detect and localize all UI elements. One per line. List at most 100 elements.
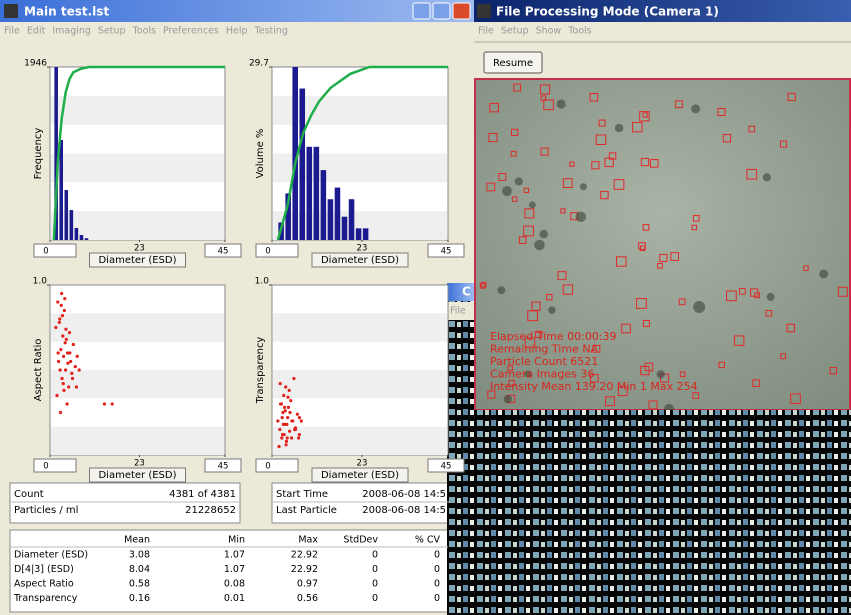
- y-axis-label: Aspect Ratio: [33, 339, 44, 402]
- cell: 0: [372, 579, 378, 590]
- point: [60, 377, 63, 380]
- particle: [693, 301, 705, 313]
- menu-item[interactable]: File: [478, 26, 494, 37]
- menu-item[interactable]: Imaging: [52, 26, 91, 37]
- point: [280, 402, 283, 405]
- point: [59, 348, 62, 351]
- point: [297, 436, 300, 439]
- menu-item[interactable]: Help: [226, 26, 248, 37]
- cell: 0.58: [129, 579, 150, 590]
- cell: 1.07: [224, 564, 245, 575]
- point: [282, 394, 285, 397]
- band: [51, 370, 224, 398]
- minimize-button[interactable]: [413, 3, 430, 19]
- particle: [819, 269, 828, 278]
- axis-min-box: [34, 459, 76, 472]
- point: [282, 423, 285, 426]
- point: [61, 334, 64, 337]
- particle: [497, 286, 505, 294]
- y-tick-label: 1.0: [255, 277, 270, 287]
- menu-item[interactable]: Setup: [501, 26, 529, 37]
- menu-item[interactable]: File: [4, 26, 20, 37]
- point: [287, 406, 290, 409]
- menu-item[interactable]: Tools: [132, 26, 156, 37]
- menu-item[interactable]: Edit: [27, 26, 46, 37]
- point: [279, 382, 282, 385]
- particle: [767, 293, 775, 301]
- band: [51, 96, 224, 125]
- point: [72, 343, 75, 346]
- row-value: 2008-06-08 14:5: [362, 489, 446, 500]
- point: [290, 419, 293, 422]
- particle: [504, 395, 512, 403]
- cell: 0.16: [129, 593, 150, 604]
- point: [63, 309, 66, 312]
- maximize-button[interactable]: [433, 3, 450, 19]
- app-icon: [477, 4, 491, 18]
- bar: [59, 140, 63, 240]
- x-tick-label: 45: [441, 462, 452, 472]
- point: [64, 328, 67, 331]
- point: [55, 394, 58, 397]
- thumbnail-strip: [447, 410, 851, 615]
- point: [59, 368, 62, 371]
- overlay-text: Remaining Time NA: [490, 343, 599, 356]
- row-label: Last Particle: [276, 505, 337, 516]
- point: [62, 382, 65, 385]
- point: [59, 411, 62, 414]
- point: [69, 360, 72, 363]
- point: [277, 445, 280, 448]
- band: [273, 370, 447, 398]
- point: [57, 351, 60, 354]
- row-label: D[4|3] (ESD): [14, 564, 74, 575]
- x-tick-label: 23: [357, 459, 368, 469]
- x-axis-label: Diameter (ESD): [98, 470, 176, 481]
- column-header: Min: [228, 535, 245, 546]
- point: [280, 436, 283, 439]
- row-value: 2008-06-08 14:5: [362, 505, 446, 516]
- point: [281, 433, 284, 436]
- band: [51, 427, 224, 455]
- bar: [342, 217, 348, 240]
- menu-item[interactable]: Preferences: [163, 26, 219, 37]
- close-button[interactable]: [453, 3, 470, 19]
- menu-item[interactable]: Setup: [98, 26, 126, 37]
- menu-item[interactable]: Show: [536, 26, 562, 37]
- menu-item[interactable]: Tools: [567, 26, 591, 37]
- point: [284, 443, 287, 446]
- point: [70, 372, 73, 375]
- point: [60, 304, 63, 307]
- cell: 0: [434, 564, 440, 575]
- menu-item[interactable]: File: [450, 306, 466, 317]
- cell: 0: [372, 550, 378, 561]
- y-tick-label: 1.0: [33, 277, 48, 287]
- bar: [299, 89, 305, 240]
- point: [286, 436, 289, 439]
- particle: [691, 104, 700, 113]
- x-axis-label: Diameter (ESD): [321, 470, 399, 481]
- row-label: Transparency: [13, 593, 78, 604]
- point: [75, 385, 78, 388]
- x-tick-label: 0: [265, 462, 270, 472]
- point: [71, 377, 74, 380]
- point: [61, 314, 64, 317]
- screen: Main test.lst File Processing Mode (Came…: [0, 0, 851, 615]
- menu-item[interactable]: Testing: [254, 26, 288, 37]
- window-title: File Processing Mode (Camera 1): [496, 5, 719, 19]
- row-value: 4381 of 4381: [169, 489, 236, 500]
- point: [58, 317, 61, 320]
- row-label: Aspect Ratio: [14, 579, 74, 590]
- band: [273, 154, 447, 183]
- point: [284, 409, 287, 412]
- cell: 0: [372, 593, 378, 604]
- cell: 22.92: [291, 564, 318, 575]
- bar: [328, 199, 334, 240]
- band: [51, 313, 224, 341]
- point: [103, 402, 106, 405]
- x-tick-label: 45: [218, 247, 229, 257]
- overlay-text: Intensity Mean 139.20 Min 1 Max 254: [490, 380, 698, 393]
- y-axis-label: Transparency: [255, 337, 266, 405]
- bar: [314, 147, 320, 240]
- point: [284, 385, 287, 388]
- point: [289, 399, 292, 402]
